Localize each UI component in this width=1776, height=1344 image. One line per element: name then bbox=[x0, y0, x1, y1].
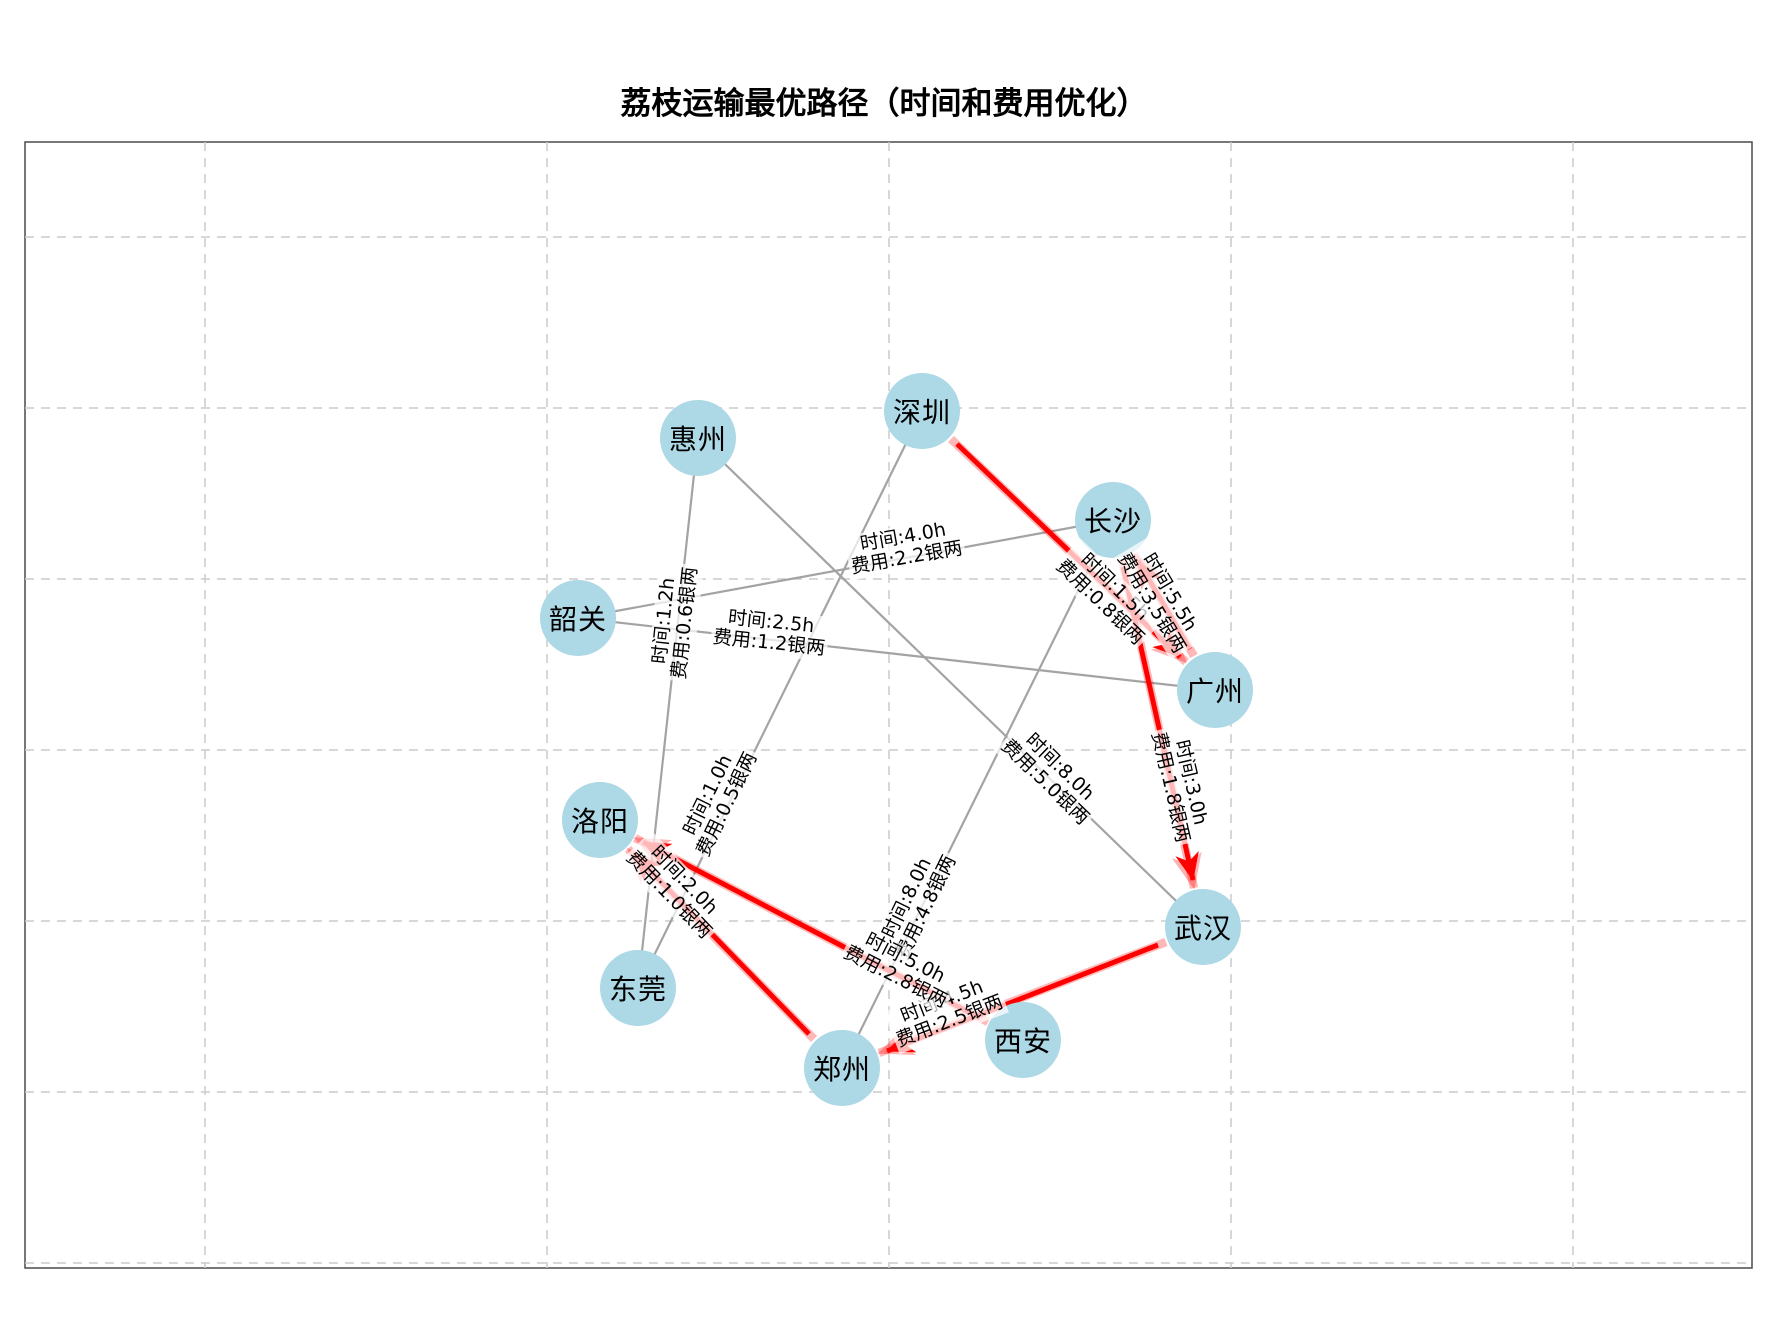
node-label: 长沙 bbox=[1083, 505, 1142, 538]
gridlines bbox=[25, 142, 1752, 1268]
node-label: 郑州 bbox=[812, 1053, 871, 1086]
node-shenzhen: 深圳 bbox=[884, 373, 960, 449]
node-shaoguan: 韶关 bbox=[540, 580, 616, 656]
node-label: 深圳 bbox=[892, 396, 951, 429]
node-wuhan: 武汉 bbox=[1165, 889, 1241, 965]
node-huizhou: 惠州 bbox=[660, 400, 736, 476]
node-guangzhou: 广州 bbox=[1177, 652, 1253, 728]
node-label: 惠州 bbox=[668, 423, 727, 456]
edge-huizhou-dongguan bbox=[636, 437, 700, 989]
node-luoyang: 洛阳 bbox=[562, 782, 638, 858]
node-label: 西安 bbox=[993, 1025, 1052, 1058]
chart-title: 荔枝运输最优路径（时间和费用优化） bbox=[620, 86, 1148, 122]
edge-huizhou-wuhan bbox=[697, 437, 1204, 928]
node-zhengzhou: 郑州 bbox=[804, 1030, 880, 1106]
node-label: 广州 bbox=[1185, 675, 1244, 708]
node-label: 武汉 bbox=[1173, 912, 1232, 945]
node-label: 东莞 bbox=[608, 973, 667, 1006]
node-label: 洛阳 bbox=[570, 805, 629, 838]
node-label: 韶关 bbox=[548, 603, 607, 636]
node-dongguan: 东莞 bbox=[600, 950, 676, 1026]
